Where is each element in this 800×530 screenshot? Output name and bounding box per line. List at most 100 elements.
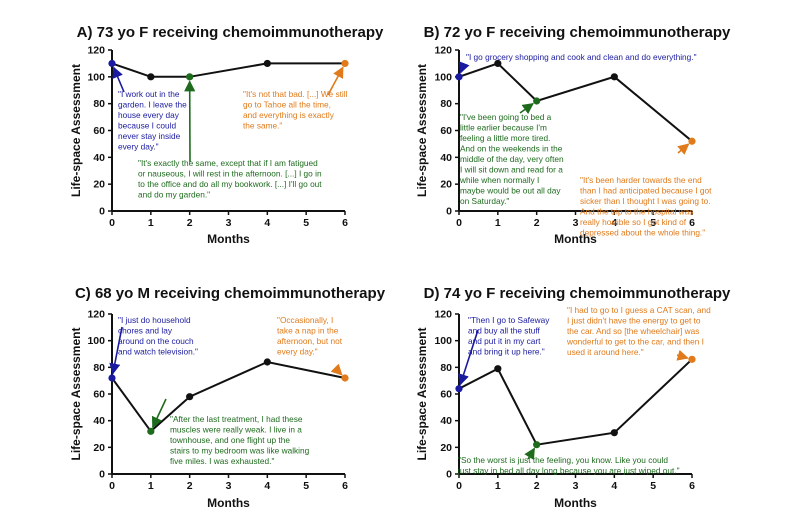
annotation-green: "I've been going to bed a little earlier … (459, 112, 564, 206)
y-tick-label: 120 (434, 309, 452, 321)
y-tick-label: 60 (440, 389, 452, 401)
data-point (341, 374, 349, 382)
y-tick-label: 80 (93, 362, 105, 374)
annotation-arrow (109, 326, 123, 375)
x-axis-label: Months (207, 496, 250, 510)
y-tick-label: 60 (93, 125, 105, 137)
data-point (610, 73, 618, 81)
panel-b: B) 72 yo F receiving chemoimmunotherapy 0… (415, 24, 731, 246)
y-axis-label: Life-space Assessment (415, 328, 429, 461)
x-tick-label: 5 (303, 480, 309, 492)
x-tick-label: 1 (148, 217, 154, 229)
annotation-orange: "It's been harder towards the end than I … (580, 175, 712, 238)
y-axis-label: Life-space Assessment (415, 64, 429, 197)
x-tick-label: 3 (573, 480, 579, 492)
annotation-blue: "Then I go to Safeway and buy all the stu… (468, 315, 550, 357)
y-axis-label: Life-space Assessment (69, 328, 83, 461)
x-tick-label: 2 (187, 217, 193, 229)
x-tick-label: 3 (226, 217, 232, 229)
x-tick-label: 1 (495, 217, 501, 229)
annotation-orange: "It's not that bad. [...] We still go to … (243, 89, 348, 131)
y-tick-label: 20 (440, 179, 452, 191)
x-tick-label: 2 (534, 480, 540, 492)
y-tick-label: 120 (87, 309, 105, 321)
data-point (533, 441, 541, 449)
series-line (458, 358, 693, 446)
annotation-arrow (519, 102, 534, 115)
y-tick-label: 120 (87, 45, 105, 57)
y-tick-label: 0 (446, 469, 452, 481)
x-tick-label: 5 (650, 480, 656, 492)
annotation-arrow (676, 349, 689, 361)
y-tick-label: 60 (440, 125, 452, 137)
data-point (688, 137, 696, 145)
panel-a: A) 73 yo F receiving chemoimmunotherapy 0… (69, 24, 384, 246)
data-point (533, 97, 541, 105)
data-point (341, 59, 349, 68)
annotation-blue: "I go grocery shopping and cook and clea… (466, 52, 697, 62)
data-point (688, 355, 696, 363)
annotation-arrow (330, 363, 343, 376)
y-tick-label: 100 (434, 335, 452, 347)
x-tick-label: 3 (226, 480, 232, 492)
y-tick-label: 100 (434, 71, 452, 83)
y-tick-label: 40 (93, 152, 105, 164)
data-point (147, 73, 155, 81)
y-tick-label: 80 (440, 362, 452, 374)
panel-title: A) 73 yo F receiving chemoimmunotherapy (77, 24, 384, 41)
y-tick-label: 20 (93, 442, 105, 454)
annotation-arrow (524, 447, 536, 461)
annotation-arrow (458, 329, 479, 386)
y-tick-label: 100 (87, 71, 105, 83)
x-tick-label: 3 (573, 217, 579, 229)
y-tick-label: 0 (446, 206, 452, 218)
data-point (108, 374, 116, 382)
x-tick-label: 1 (495, 480, 501, 492)
x-tick-label: 2 (187, 480, 193, 492)
x-axis-label: Months (207, 232, 250, 246)
annotation-arrow (327, 66, 344, 96)
panel-d: D) 74 yo F receiving chemoimmunotherapy 0… (415, 285, 731, 510)
annotation-green: "It's exactly the same, except that if I… (138, 158, 322, 200)
x-tick-label: 0 (456, 217, 462, 229)
x-tick-label: 4 (264, 480, 270, 492)
annotation-arrow (112, 66, 125, 93)
data-point (186, 393, 194, 401)
x-tick-label: 4 (611, 480, 617, 492)
data-point (610, 429, 618, 437)
x-tick-label: 4 (611, 217, 617, 229)
data-point (186, 73, 194, 81)
panel-title: B) 72 yo F receiving chemoimmunotherapy (424, 24, 731, 41)
x-axis-label: Months (554, 496, 597, 510)
y-tick-label: 20 (93, 179, 105, 191)
x-tick-label: 4 (264, 217, 270, 229)
x-tick-label: 2 (534, 217, 540, 229)
data-point (108, 59, 116, 68)
y-axis-label: Life-space Assessment (69, 64, 83, 197)
annotation-green: "So the worst is just the feeling, you k… (457, 455, 680, 476)
y-tick-label: 40 (93, 415, 105, 427)
annotation-blue: "I just do household chores and lay around… (118, 315, 198, 357)
y-tick-label: 80 (440, 98, 452, 110)
data-point (494, 365, 502, 373)
y-tick-label: 40 (440, 415, 452, 427)
y-tick-label: 80 (93, 98, 105, 110)
data-point (455, 385, 463, 393)
y-tick-label: 0 (99, 206, 105, 218)
annotation-arrow (151, 398, 167, 429)
series-line (111, 62, 345, 78)
annotation-arrow (459, 61, 470, 74)
y-tick-label: 100 (87, 335, 105, 347)
panel-title: D) 74 yo F receiving chemoimmunotherapy (424, 285, 731, 302)
x-tick-label: 1 (148, 480, 154, 492)
data-point (263, 59, 271, 68)
y-tick-label: 40 (440, 152, 452, 164)
panel-title: C) 68 yo M receiving chemoimmunotherapy (75, 285, 386, 302)
annotation-orange: "I had to go to I guess a CAT scan, and I… (566, 305, 711, 357)
data-point (455, 73, 463, 81)
data-point (494, 59, 502, 68)
x-tick-label: 6 (342, 217, 348, 229)
x-tick-label: 0 (109, 217, 115, 229)
